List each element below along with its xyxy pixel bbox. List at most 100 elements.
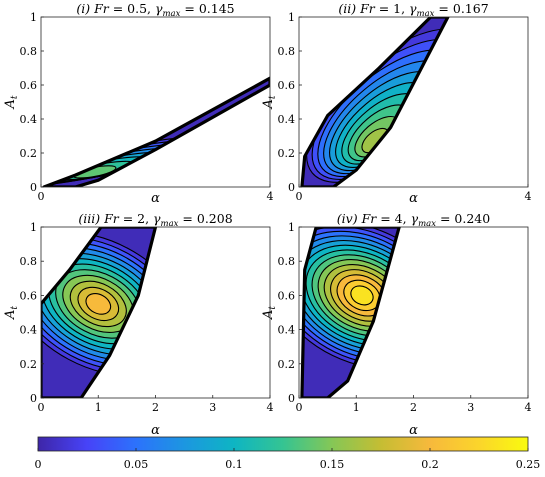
x-tick-label: 4: [267, 190, 274, 203]
colorbar-tick-label: 0.15: [320, 458, 345, 471]
y-axis-label: At: [3, 95, 20, 109]
y-tick-label: 0: [288, 181, 295, 194]
y-tick-label: 0.6: [20, 289, 38, 302]
title-gamma-sub: max: [417, 9, 435, 19]
y-tick-label: 0.2: [20, 147, 38, 160]
y-tick-label: 1: [288, 221, 295, 234]
x-tick-label: 4: [525, 401, 532, 414]
y-tick-label: 0.4: [20, 324, 38, 337]
panel-4: 0 1 2 3 4 0 0.2 0.4 0.6 0.8 1 α At (iv) Fr = 4, γmax …: [261, 211, 532, 438]
x-tick-label: 1: [353, 401, 360, 414]
y-tick-label: 1: [30, 221, 37, 234]
plot-area: [300, 17, 450, 187]
title-param-value: = 4,: [376, 211, 410, 226]
title-gamma-sub: max: [418, 219, 436, 229]
y-tick-label: 0.6: [20, 79, 38, 92]
y-axis-label-main: A: [3, 310, 18, 320]
x-tick-label: 0: [296, 401, 303, 414]
x-axis-label: α: [409, 191, 418, 206]
axes-box: [40, 16, 271, 188]
y-axis-label-sub: t: [10, 306, 20, 310]
title-gamma: γ: [153, 211, 161, 226]
title-gamma-sub: max: [161, 219, 179, 229]
y-tick-label: 0.2: [278, 147, 296, 160]
title-prefix: (ii): [338, 1, 360, 16]
x-axis-label: α: [409, 423, 418, 438]
stability-boundary: [300, 227, 401, 398]
panel-1: 0 4 0 0.2 0.4 0.6 0.8 1 α At (i) Fr = 0.5, γmax = …: [3, 1, 274, 206]
colorbar-tick-label: 0.25: [516, 458, 541, 471]
y-tick-label: 0.4: [278, 113, 296, 126]
panel-2: 0 4 0 0.2 0.4 0.6 0.8 1 α At (ii) Fr = 1, γmax = 0…: [261, 1, 532, 206]
plot-area: [42, 76, 270, 187]
title-gamma: γ: [411, 211, 419, 226]
y-tick-label: 0.4: [278, 324, 296, 337]
y-tick-label: 0: [30, 181, 37, 194]
x-tick-label: 1: [95, 401, 102, 414]
y-tick-label: 0.2: [278, 358, 296, 371]
y-tick-label: 0.8: [278, 45, 296, 58]
title-gamma-value: = 0.240: [436, 211, 490, 226]
title-prefix: (i): [76, 1, 94, 16]
x-tick-label: 3: [467, 401, 474, 414]
x-tick-label: 4: [525, 190, 532, 203]
panel-title: (ii) Fr = 1, γmax = 0.167: [338, 1, 488, 19]
title-gamma-value: = 0.145: [180, 1, 234, 16]
y-tick-label: 1: [30, 11, 37, 24]
x-tick-label: 0: [38, 190, 45, 203]
y-tick-label: 0.2: [20, 358, 38, 371]
y-axis-label-main: A: [261, 310, 276, 320]
title-prefix: (iii): [78, 211, 104, 226]
y-tick-label: 0.8: [20, 45, 38, 58]
y-tick-label: 0.6: [278, 79, 296, 92]
y-tick-label: 0.8: [278, 255, 296, 268]
x-axis-label: α: [151, 191, 160, 206]
title-gamma: γ: [409, 1, 417, 16]
colorbar-tick-label: 0.2: [421, 458, 439, 471]
colorbar-tick-label: 0: [35, 458, 42, 471]
panel-title: (i) Fr = 0.5, γmax = 0.145: [76, 1, 234, 19]
contour-band-12: [85, 293, 112, 315]
title-prefix: (iv): [337, 211, 362, 226]
y-tick-label: 0.8: [20, 255, 38, 268]
axes-box: [298, 16, 529, 188]
title-param-name: Fr: [103, 211, 120, 226]
y-tick-label: 0.4: [20, 113, 38, 126]
y-axis-label-sub: t: [268, 95, 278, 99]
colorbar-tick-label: 0.1: [225, 458, 243, 471]
x-tick-label: 0: [296, 190, 303, 203]
x-tick-label: 2: [410, 401, 417, 414]
title-gamma-sub: max: [162, 9, 180, 19]
stability-boundary: [300, 17, 450, 187]
contour-band-14: [350, 285, 374, 306]
y-axis-label: At: [261, 306, 278, 320]
y-axis-label-sub: t: [10, 95, 20, 99]
x-tick-label: 2: [152, 401, 159, 414]
y-axis-label-main: A: [3, 99, 18, 109]
y-tick-label: 1: [288, 11, 295, 24]
x-tick-label: 3: [209, 401, 216, 414]
stability-boundary: [42, 76, 270, 187]
y-tick-label: 0.6: [278, 289, 296, 302]
contour-fills: [43, 78, 270, 187]
title-param-value: = 0.5,: [109, 1, 155, 16]
y-axis-label-main: A: [261, 99, 276, 109]
title-gamma-value: = 0.167: [434, 1, 488, 16]
panel-title: (iii) Fr = 2, γmax = 0.208: [78, 211, 232, 229]
y-tick-label: 0: [30, 392, 37, 405]
y-axis-label: At: [261, 95, 278, 109]
title-param-value: = 2,: [119, 211, 153, 226]
contour-fills: [301, 17, 448, 187]
x-tick-label: 0: [38, 401, 45, 414]
y-axis-label: At: [3, 306, 20, 320]
title-gamma: γ: [155, 1, 163, 16]
panel-title: (iv) Fr = 4, γmax = 0.240: [337, 211, 490, 229]
x-tick-label: 4: [267, 401, 274, 414]
stability-boundary: [41, 227, 158, 398]
y-tick-label: 0: [288, 392, 295, 405]
panel-3: 0 1 2 3 4 0 0.2 0.4 0.6 0.8 1 α At (iii) Fr = 2, γmax…: [3, 211, 274, 438]
contour-band-0: [43, 78, 270, 187]
title-param-name: Fr: [359, 1, 376, 16]
